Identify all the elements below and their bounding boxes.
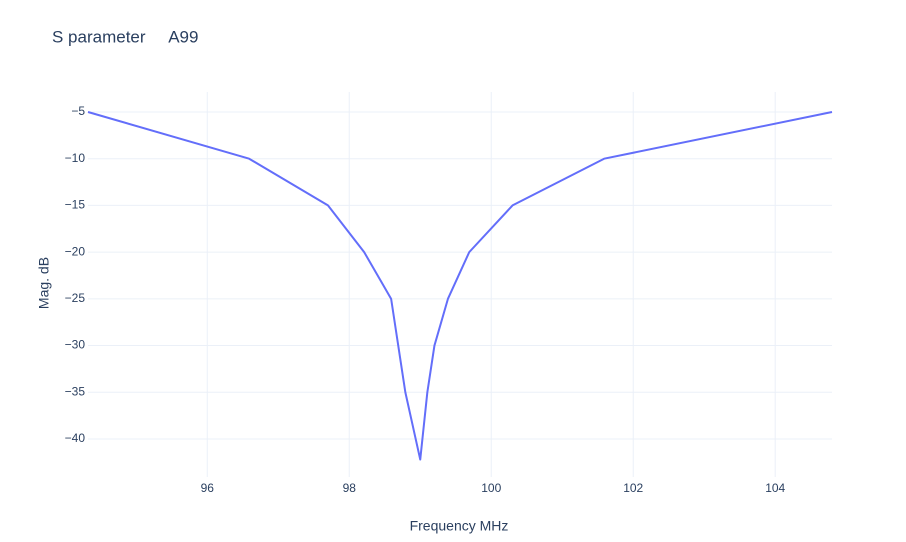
y-tick-label: −15: [65, 198, 86, 212]
line-series: [87, 111, 833, 461]
chart-title: S parameter A99: [52, 27, 198, 46]
x-tick-label: 98: [343, 481, 357, 495]
y-axis-title: Mag. dB: [36, 257, 52, 309]
y-tick-label: −20: [65, 244, 86, 258]
x-tick-label: 104: [765, 481, 785, 495]
x-axis-title: Frequency MHz: [410, 518, 509, 534]
y-tick-label: −10: [65, 151, 86, 165]
y-tick-label: −5: [71, 104, 85, 118]
y-tick-label: −40: [65, 431, 86, 445]
y-tick-label: −30: [65, 338, 86, 352]
y-tick-label: −25: [65, 291, 86, 305]
x-tick-label: 96: [201, 481, 215, 495]
x-tick-label: 102: [623, 481, 643, 495]
x-tick-label: 100: [481, 481, 501, 495]
y-tick-label: −35: [65, 384, 86, 398]
